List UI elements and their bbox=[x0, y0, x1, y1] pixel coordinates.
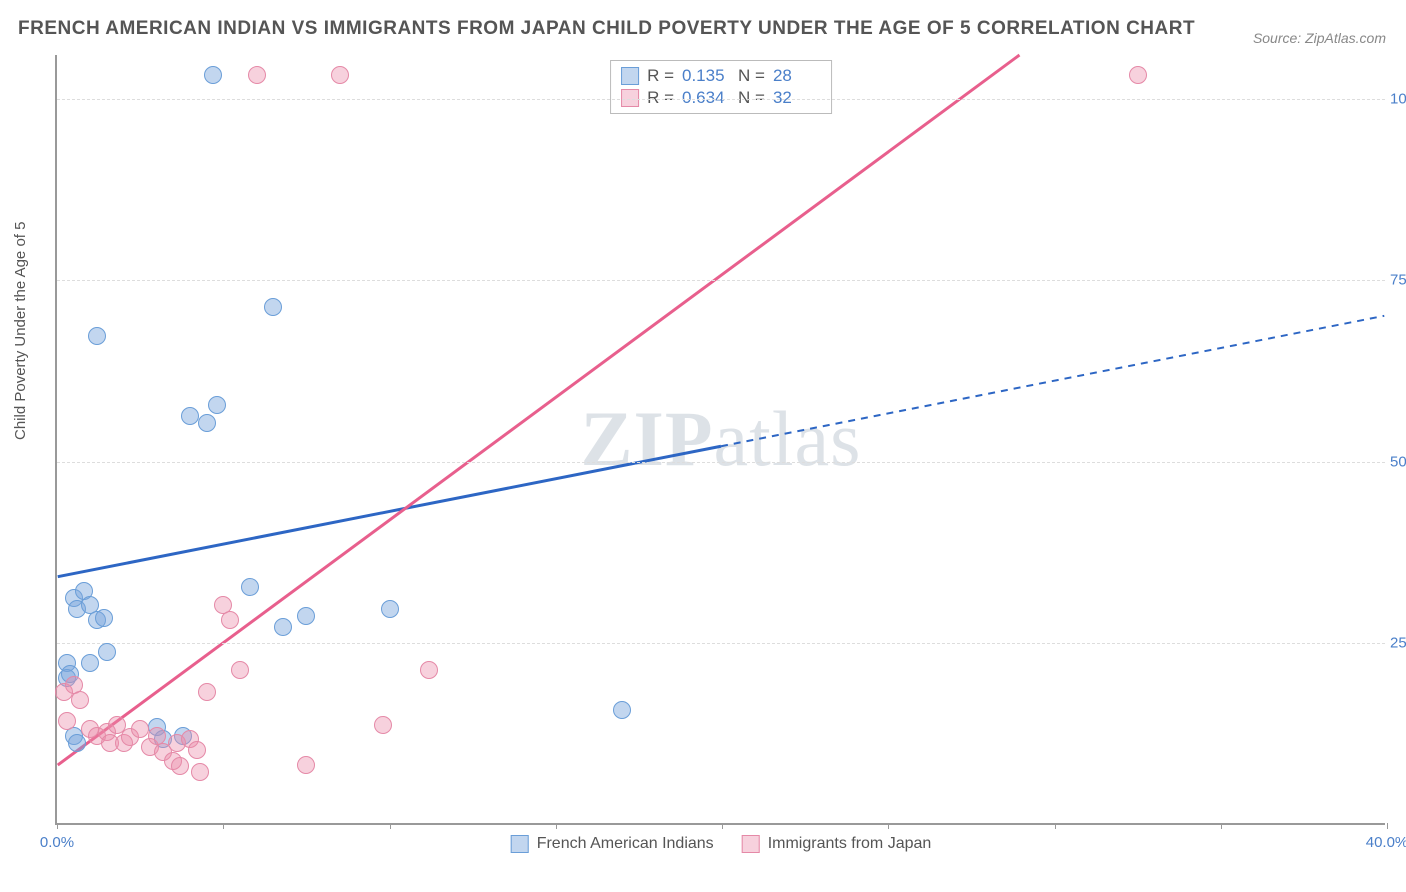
chart-plot-area: ZIPatlas R =0.135N =28R =0.634N =32 Fren… bbox=[55, 55, 1385, 825]
scatter-point bbox=[58, 712, 76, 730]
series-legend: French American Indians Immigrants from J… bbox=[511, 835, 932, 853]
source-attribution: Source: ZipAtlas.com bbox=[1253, 30, 1386, 46]
legend-swatch bbox=[511, 835, 529, 853]
scatter-point bbox=[374, 716, 392, 734]
scatter-point bbox=[613, 701, 631, 719]
scatter-point bbox=[198, 683, 216, 701]
x-tick-mark bbox=[1387, 823, 1388, 829]
x-tick-mark bbox=[223, 823, 224, 829]
scatter-point bbox=[231, 661, 249, 679]
scatter-point bbox=[95, 609, 113, 627]
x-tick-mark bbox=[1221, 823, 1222, 829]
scatter-point bbox=[188, 741, 206, 759]
scatter-point bbox=[71, 691, 89, 709]
scatter-point bbox=[68, 734, 86, 752]
series-name: French American Indians bbox=[537, 835, 714, 853]
gridline bbox=[57, 280, 1385, 281]
scatter-point bbox=[81, 654, 99, 672]
trend-line-solid bbox=[58, 55, 1020, 765]
scatter-point bbox=[191, 763, 209, 781]
trend-line-solid bbox=[58, 446, 721, 576]
scatter-point bbox=[88, 327, 106, 345]
scatter-point bbox=[204, 66, 222, 84]
x-tick-mark bbox=[57, 823, 58, 829]
gridline bbox=[57, 643, 1385, 644]
x-tick-mark bbox=[722, 823, 723, 829]
y-tick-label: 50.0% bbox=[1390, 453, 1406, 470]
scatter-point bbox=[198, 414, 216, 432]
trend-line-dashed bbox=[721, 316, 1384, 446]
chart-title: FRENCH AMERICAN INDIAN VS IMMIGRANTS FRO… bbox=[18, 18, 1195, 40]
legend-swatch bbox=[742, 835, 760, 853]
scatter-point bbox=[420, 661, 438, 679]
scatter-point bbox=[208, 396, 226, 414]
x-tick-mark bbox=[1055, 823, 1056, 829]
x-tick-mark bbox=[556, 823, 557, 829]
scatter-point bbox=[131, 720, 149, 738]
series-legend-item: Immigrants from Japan bbox=[742, 835, 932, 853]
scatter-point bbox=[274, 618, 292, 636]
gridline bbox=[57, 99, 1385, 100]
scatter-point bbox=[98, 643, 116, 661]
x-tick-label: 0.0% bbox=[40, 834, 74, 851]
y-axis-label: Child Poverty Under the Age of 5 bbox=[12, 222, 29, 440]
scatter-point bbox=[221, 611, 239, 629]
scatter-point bbox=[171, 757, 189, 775]
y-tick-label: 25.0% bbox=[1390, 635, 1406, 652]
scatter-point bbox=[181, 407, 199, 425]
scatter-point bbox=[264, 298, 282, 316]
series-name: Immigrants from Japan bbox=[768, 835, 932, 853]
x-tick-mark bbox=[390, 823, 391, 829]
scatter-point bbox=[381, 600, 399, 618]
scatter-point bbox=[248, 66, 266, 84]
trend-lines bbox=[57, 55, 1385, 823]
y-tick-label: 75.0% bbox=[1390, 272, 1406, 289]
scatter-point bbox=[297, 756, 315, 774]
x-tick-label: 40.0% bbox=[1366, 834, 1406, 851]
y-tick-label: 100.0% bbox=[1390, 90, 1406, 107]
scatter-point bbox=[331, 66, 349, 84]
gridline bbox=[57, 462, 1385, 463]
series-legend-item: French American Indians bbox=[511, 835, 714, 853]
scatter-point bbox=[297, 607, 315, 625]
scatter-point bbox=[241, 578, 259, 596]
x-tick-mark bbox=[888, 823, 889, 829]
scatter-point bbox=[1129, 66, 1147, 84]
